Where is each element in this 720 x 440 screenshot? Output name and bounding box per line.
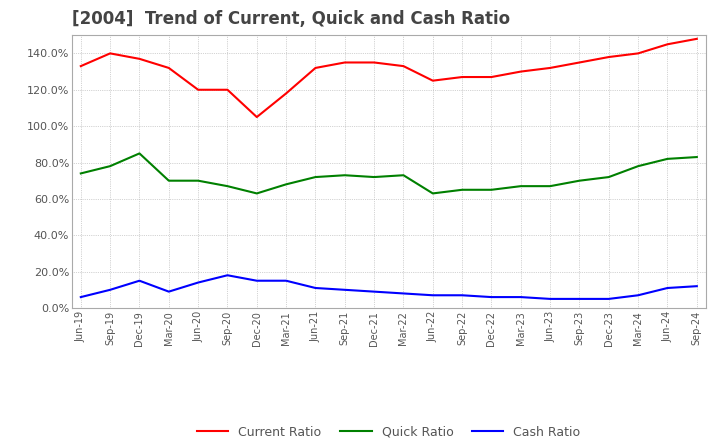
Cash Ratio	[487, 294, 496, 300]
Quick Ratio	[164, 178, 173, 183]
Current Ratio	[253, 114, 261, 120]
Cash Ratio	[575, 296, 584, 301]
Quick Ratio	[516, 183, 525, 189]
Line: Current Ratio: Current Ratio	[81, 39, 697, 117]
Current Ratio	[399, 63, 408, 69]
Quick Ratio	[311, 174, 320, 180]
Cash Ratio	[223, 273, 232, 278]
Cash Ratio	[605, 296, 613, 301]
Cash Ratio	[106, 287, 114, 293]
Line: Quick Ratio: Quick Ratio	[81, 154, 697, 194]
Quick Ratio	[605, 174, 613, 180]
Cash Ratio	[194, 280, 202, 285]
Current Ratio	[223, 87, 232, 92]
Quick Ratio	[194, 178, 202, 183]
Cash Ratio	[76, 294, 85, 300]
Quick Ratio	[546, 183, 554, 189]
Quick Ratio	[399, 172, 408, 178]
Quick Ratio	[693, 154, 701, 160]
Current Ratio	[458, 74, 467, 80]
Current Ratio	[341, 60, 349, 65]
Quick Ratio	[663, 156, 672, 161]
Quick Ratio	[341, 172, 349, 178]
Quick Ratio	[370, 174, 379, 180]
Quick Ratio	[253, 191, 261, 196]
Quick Ratio	[106, 164, 114, 169]
Cash Ratio	[399, 291, 408, 296]
Cash Ratio	[634, 293, 642, 298]
Current Ratio	[546, 65, 554, 70]
Text: [2004]  Trend of Current, Quick and Cash Ratio: [2004] Trend of Current, Quick and Cash …	[72, 10, 510, 28]
Current Ratio	[194, 87, 202, 92]
Line: Cash Ratio: Cash Ratio	[81, 275, 697, 299]
Cash Ratio	[370, 289, 379, 294]
Cash Ratio	[663, 286, 672, 291]
Quick Ratio	[223, 183, 232, 189]
Cash Ratio	[516, 294, 525, 300]
Current Ratio	[135, 56, 144, 62]
Current Ratio	[575, 60, 584, 65]
Cash Ratio	[253, 278, 261, 283]
Cash Ratio	[341, 287, 349, 293]
Current Ratio	[76, 63, 85, 69]
Cash Ratio	[164, 289, 173, 294]
Cash Ratio	[135, 278, 144, 283]
Current Ratio	[370, 60, 379, 65]
Cash Ratio	[546, 296, 554, 301]
Current Ratio	[106, 51, 114, 56]
Current Ratio	[487, 74, 496, 80]
Cash Ratio	[282, 278, 290, 283]
Quick Ratio	[634, 164, 642, 169]
Cash Ratio	[428, 293, 437, 298]
Cash Ratio	[311, 286, 320, 291]
Quick Ratio	[458, 187, 467, 192]
Quick Ratio	[575, 178, 584, 183]
Current Ratio	[634, 51, 642, 56]
Quick Ratio	[135, 151, 144, 156]
Quick Ratio	[76, 171, 85, 176]
Current Ratio	[428, 78, 437, 83]
Quick Ratio	[428, 191, 437, 196]
Current Ratio	[605, 55, 613, 60]
Current Ratio	[693, 36, 701, 41]
Cash Ratio	[693, 283, 701, 289]
Current Ratio	[516, 69, 525, 74]
Current Ratio	[311, 65, 320, 70]
Quick Ratio	[282, 182, 290, 187]
Current Ratio	[282, 91, 290, 96]
Legend: Current Ratio, Quick Ratio, Cash Ratio: Current Ratio, Quick Ratio, Cash Ratio	[192, 421, 585, 440]
Quick Ratio	[487, 187, 496, 192]
Current Ratio	[663, 42, 672, 47]
Current Ratio	[164, 65, 173, 70]
Cash Ratio	[458, 293, 467, 298]
